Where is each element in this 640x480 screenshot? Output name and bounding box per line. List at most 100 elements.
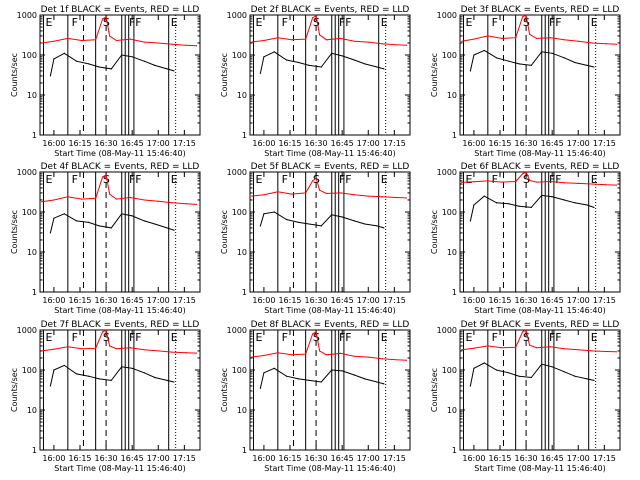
event-marker-label: E bbox=[255, 173, 262, 186]
lld-data-point bbox=[395, 196, 397, 199]
lld-data-point bbox=[325, 192, 328, 195]
events-data-point bbox=[166, 227, 168, 229]
lld-data-point bbox=[577, 349, 579, 351]
lld-data-point bbox=[339, 37, 342, 40]
events-data-point bbox=[263, 213, 265, 215]
lld-data-point bbox=[528, 344, 531, 346]
lld-data-point bbox=[318, 350, 321, 352]
lld-data-point bbox=[615, 351, 618, 353]
lld-data-point bbox=[515, 180, 517, 183]
lld-data-point bbox=[185, 352, 187, 354]
events-data-point bbox=[88, 221, 90, 223]
lld-data-point bbox=[473, 347, 475, 349]
event-marker-label: S bbox=[103, 16, 110, 29]
lld-data-point bbox=[528, 33, 531, 35]
events-data-point bbox=[273, 367, 275, 369]
events-data-point bbox=[53, 217, 55, 219]
x-tick-label: 17:15 bbox=[383, 139, 406, 148]
events-data-point bbox=[383, 68, 385, 70]
x-tick-label: 17:15 bbox=[593, 139, 616, 148]
lld-data-point bbox=[143, 349, 145, 351]
lld-data-point bbox=[605, 43, 607, 45]
lld-data-point bbox=[461, 181, 463, 183]
events-data-point bbox=[49, 75, 52, 77]
events-data-point bbox=[593, 66, 595, 68]
events-data-point bbox=[154, 64, 156, 66]
y-tick-label: 100 bbox=[442, 366, 457, 375]
events-data-point bbox=[259, 225, 262, 227]
events-data-point bbox=[473, 204, 475, 206]
events-data-point bbox=[518, 205, 520, 207]
event-marker-label: E bbox=[171, 173, 178, 186]
lld-data-point bbox=[515, 346, 517, 348]
events-data-point bbox=[530, 206, 532, 209]
events-data-point bbox=[563, 199, 565, 201]
lld-data-point bbox=[95, 197, 97, 199]
event-marker-label: S bbox=[103, 173, 110, 186]
events-series-line bbox=[259, 211, 385, 229]
y-tick-label: 10 bbox=[27, 248, 37, 257]
events-data-point bbox=[166, 68, 168, 70]
lld-data-point bbox=[577, 40, 579, 42]
lld-data-point bbox=[105, 16, 107, 18]
x-tick-label: 17:15 bbox=[173, 454, 196, 463]
events-data-point bbox=[574, 61, 576, 64]
lld-data-point bbox=[53, 348, 55, 350]
x-axis-label: Start Time (08-May-11 15:46:40) bbox=[54, 306, 185, 315]
events-data-point bbox=[593, 206, 595, 209]
events-data-point bbox=[143, 220, 145, 222]
x-tick-label: 16:15 bbox=[278, 296, 301, 305]
events-data-point bbox=[273, 211, 275, 213]
event-marker-label: E bbox=[591, 173, 598, 186]
x-tick-label: 16:00 bbox=[462, 139, 485, 148]
events-data-point bbox=[551, 196, 553, 198]
lld-data-point bbox=[67, 196, 69, 198]
lld-data-point bbox=[367, 41, 369, 43]
lld-data-point bbox=[251, 356, 253, 358]
x-tick-label: 16:00 bbox=[42, 296, 65, 305]
events-series-line bbox=[469, 362, 595, 386]
event-marker-label: FF bbox=[339, 16, 352, 29]
lld-data-point bbox=[591, 350, 593, 352]
events-data-point bbox=[469, 385, 472, 387]
x-tick-label: 16:45 bbox=[331, 139, 354, 148]
events-data-point bbox=[173, 70, 175, 72]
events-data-point bbox=[98, 66, 100, 68]
events-data-point bbox=[121, 213, 123, 215]
lld-data-point bbox=[487, 345, 489, 347]
events-data-point bbox=[331, 52, 333, 54]
events-data-point bbox=[98, 378, 100, 380]
y-tick-label: 100 bbox=[22, 366, 37, 375]
lld-data-point bbox=[185, 203, 187, 205]
lld-data-point bbox=[605, 184, 607, 186]
y-tick-label: 10 bbox=[237, 248, 247, 257]
event-marker-label: FF bbox=[549, 16, 562, 29]
y-tick-label: 100 bbox=[442, 208, 457, 217]
y-axis-label: Counts/sec bbox=[220, 368, 229, 412]
lld-data-point bbox=[535, 347, 538, 349]
lld-data-point bbox=[305, 353, 307, 355]
y-tick-label: 10 bbox=[27, 406, 37, 415]
lld-data-point bbox=[53, 199, 55, 201]
x-tick-label: 16:45 bbox=[121, 454, 144, 463]
event-marker-label: E bbox=[45, 16, 52, 29]
lld-data-point bbox=[591, 42, 593, 44]
x-tick-label: 17:00 bbox=[147, 139, 170, 148]
event-marker-label: S bbox=[523, 331, 530, 344]
lld-data-point bbox=[312, 333, 314, 335]
lld-data-point bbox=[291, 193, 293, 195]
lld-data-point bbox=[277, 352, 279, 354]
lld-data-point bbox=[461, 349, 463, 351]
x-tick-label: 16:30 bbox=[515, 139, 538, 148]
plot-frame bbox=[459, 171, 621, 293]
events-series-line bbox=[49, 52, 175, 77]
x-tick-label: 17:00 bbox=[357, 296, 380, 305]
events-data-point bbox=[154, 223, 156, 225]
lld-data-point bbox=[381, 358, 383, 360]
event-marker-label: F bbox=[72, 331, 78, 344]
lld-data-point bbox=[615, 43, 618, 45]
x-tick-label: 16:45 bbox=[541, 139, 564, 148]
events-data-point bbox=[376, 66, 378, 68]
y-tick-label: 1 bbox=[452, 288, 457, 297]
